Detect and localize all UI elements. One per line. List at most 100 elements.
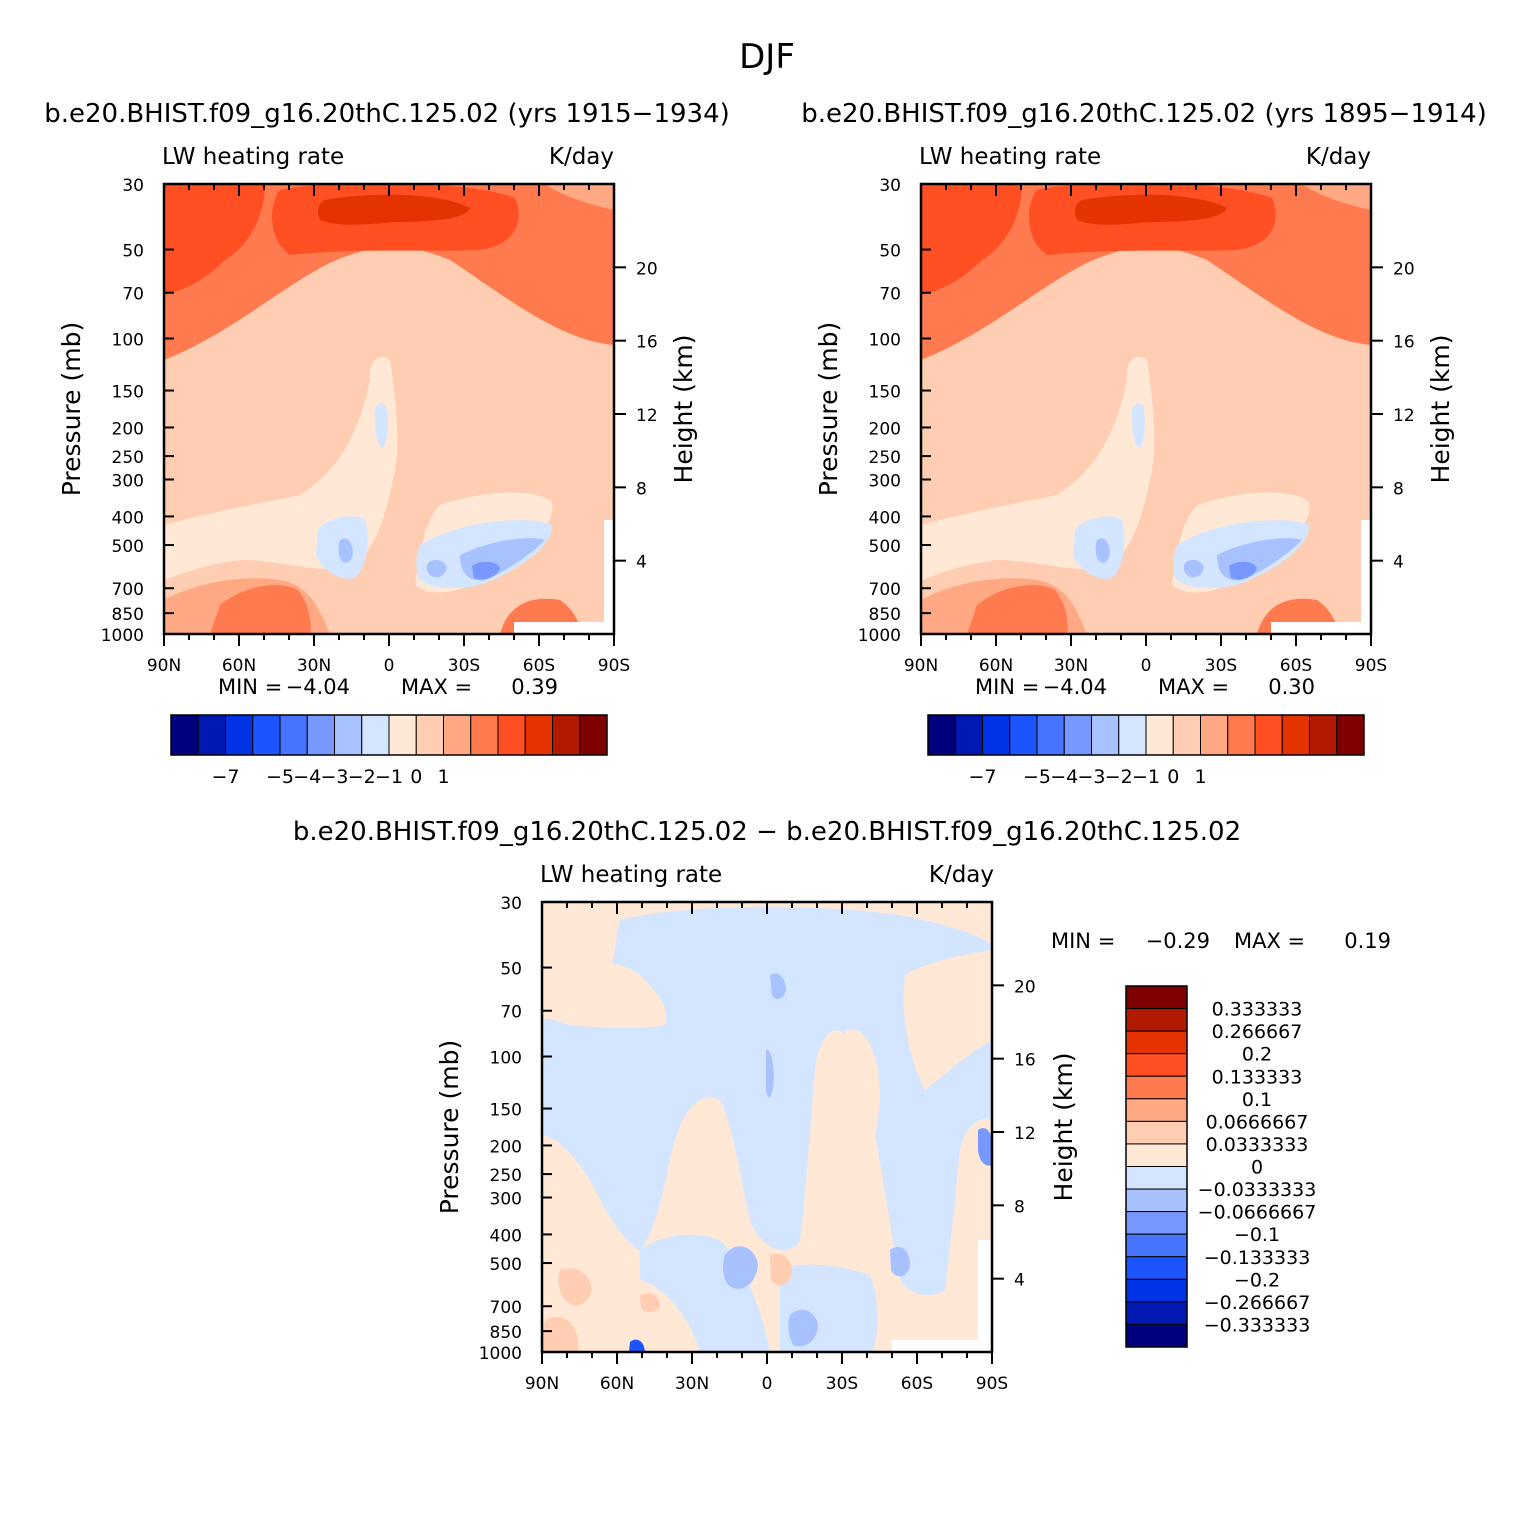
height-tick-label: 4	[1393, 553, 1404, 573]
height-tick-label: 20	[1014, 977, 1036, 997]
colorbar-label: −0.0666667	[1198, 1202, 1317, 1224]
colorbar-label: −0.266667	[1204, 1292, 1311, 1314]
y-tick-label: 70	[879, 285, 901, 305]
y-tick-label: 700	[490, 1298, 522, 1318]
colorbar-label: −1	[1132, 766, 1160, 788]
x-tick-label: 90N	[147, 656, 181, 676]
contour-fill	[545, 184, 614, 210]
y-tick-label: 30	[122, 176, 144, 196]
colorbar-box	[1125, 1211, 1188, 1235]
panel-c-max-label: MAX =	[1234, 929, 1305, 953]
panel-c-ylabel-right: Height (km)	[1049, 1053, 1078, 1202]
y-tick-label: 250	[869, 448, 901, 468]
colorbar-label: −5	[1023, 766, 1051, 788]
y-tick-label: 1000	[101, 626, 144, 646]
x-tick-label: 0	[384, 656, 395, 676]
y-tick-label: 100	[869, 331, 901, 351]
y-tick-label: 70	[122, 285, 144, 305]
colorbar-box	[443, 714, 472, 756]
colorbar-label: −7	[968, 766, 996, 788]
colorbar-box	[1125, 1143, 1188, 1167]
height-tick-label: 4	[636, 553, 647, 573]
panel-b-max-label: MAX =	[1158, 675, 1229, 699]
colorbar-box	[470, 714, 499, 756]
colorbar-box	[1125, 1120, 1188, 1145]
y-tick-label: 50	[500, 960, 522, 980]
colorbar-label: 0.0666667	[1206, 1111, 1309, 1133]
colorbar-frame	[170, 714, 608, 756]
contour-fill	[788, 1309, 818, 1347]
colorbar-box	[1118, 714, 1147, 756]
colorbar-box	[1145, 714, 1174, 756]
y-tick-label: 250	[490, 1166, 522, 1186]
colorbar-label: −1	[375, 766, 403, 788]
panel-a-min-label: MIN =	[218, 675, 282, 699]
height-tick-label: 4	[1014, 1271, 1025, 1291]
colorbar-label: −3	[1077, 766, 1105, 788]
x-tick-label: 90S	[976, 1374, 1008, 1394]
colorbar-box	[1125, 1008, 1188, 1032]
y-tick-label: 100	[490, 1049, 522, 1069]
colorbar-box	[334, 714, 363, 756]
x-tick-label: 90N	[525, 1374, 559, 1394]
colorbar-label: −0.133333	[1204, 1247, 1311, 1269]
missing-data-mask	[978, 1240, 992, 1352]
colorbar-label: 0	[1167, 766, 1179, 788]
panel-a-max-value: 0.39	[511, 675, 558, 699]
colorbar-box	[1009, 714, 1038, 756]
colorbar-box	[579, 714, 608, 756]
y-tick-label: 150	[869, 383, 901, 403]
colorbar-box	[252, 714, 281, 756]
height-tick-label: 12	[1014, 1124, 1036, 1144]
height-tick-label: 8	[636, 479, 647, 499]
y-tick-label: 150	[112, 383, 144, 403]
height-tick-label: 12	[1393, 406, 1415, 426]
contour-fill	[1074, 194, 1227, 225]
x-tick-label: 30S	[448, 656, 480, 676]
contour-fill	[967, 585, 1068, 634]
y-tick-label: 700	[869, 580, 901, 600]
contour-fill	[1302, 184, 1371, 210]
contour-fill	[542, 1316, 578, 1352]
y-tick-label: 300	[869, 471, 901, 491]
y-tick-label: 200	[490, 1137, 522, 1157]
height-tick-label: 16	[636, 333, 658, 353]
panel-b-ylabel-right: Height (km)	[1426, 335, 1455, 484]
colorbar-box	[1036, 714, 1065, 756]
contour-fill	[472, 561, 500, 580]
panel-c-max-value: 0.19	[1344, 929, 1391, 953]
y-tick-label: 100	[112, 331, 144, 351]
y-tick-label: 500	[112, 537, 144, 557]
y-tick-label: 850	[112, 605, 144, 625]
colorbar-box	[1125, 1278, 1188, 1303]
x-tick-label: 30S	[1205, 656, 1237, 676]
colorbar-box	[524, 714, 553, 756]
panel-c-min-value: −0.29	[1146, 929, 1210, 953]
x-tick-label: 90N	[904, 656, 938, 676]
contour-fill	[542, 958, 667, 1029]
x-tick-label: 60S	[901, 1374, 933, 1394]
colorbar-box	[1125, 1030, 1188, 1055]
y-tick-label: 700	[112, 580, 144, 600]
panel-b-contours	[921, 184, 1371, 634]
colorbar-label: 0	[410, 766, 422, 788]
colorbar-box	[225, 714, 254, 756]
y-tick-label: 400	[112, 508, 144, 528]
y-tick-label: 30	[500, 894, 522, 914]
colorbar-label: −4	[293, 766, 321, 788]
panel-a-variable: LW heating rate	[162, 144, 344, 170]
colorbar-label: 1	[1194, 766, 1206, 788]
colorbar-box	[1309, 714, 1338, 756]
colorbar-label: −2	[348, 766, 376, 788]
panel-a-max-label: MAX =	[401, 675, 472, 699]
colorbar-box	[1200, 714, 1229, 756]
x-tick-label: 60N	[979, 656, 1013, 676]
contour-fill	[890, 1246, 910, 1277]
contour-fill	[770, 973, 786, 1000]
colorbar-frame	[927, 714, 1365, 756]
colorbar-box	[197, 714, 226, 756]
panel-c-min-label: MIN =	[1051, 929, 1115, 953]
panel-b: b.e20.BHIST.f09_g16.20thC.125.02 (yrs 18…	[801, 99, 1487, 788]
